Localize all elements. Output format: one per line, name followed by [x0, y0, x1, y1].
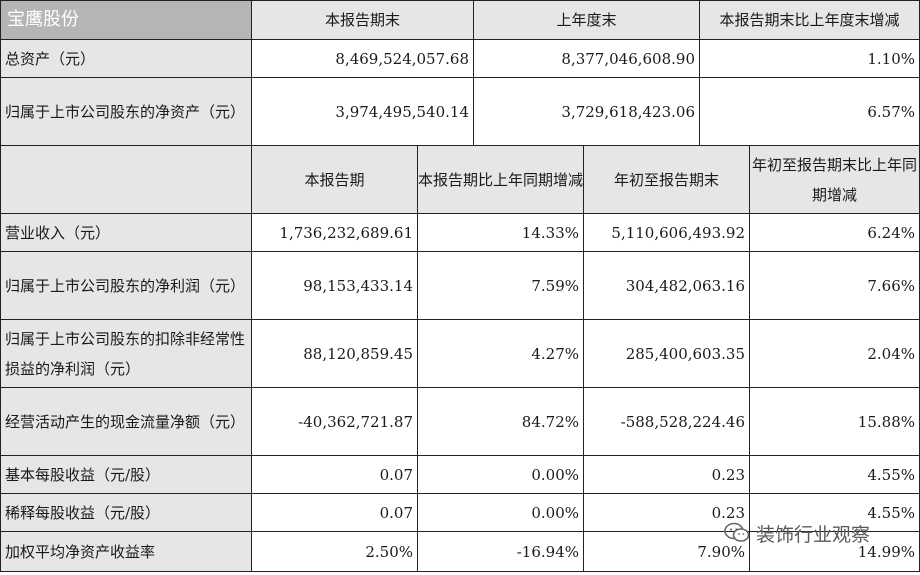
cell-ytd-change: 2.04%: [750, 320, 920, 388]
header-current-period-end: 本报告期末: [252, 0, 474, 40]
table-row: 归属于上市公司股东的扣除非经常性损益的净利润（元） 88,120,859.45 …: [0, 320, 920, 388]
table-row: 归属于上市公司股东的净资产（元） 3,974,495,540.14 3,729,…: [0, 78, 920, 146]
header-ytd: 年初至报告期末: [584, 146, 750, 214]
cell-period: -40,362,721.87: [252, 388, 418, 456]
cell-period: 2.50%: [252, 532, 418, 572]
cell-period-change: 0.00%: [418, 456, 584, 494]
cell-period: 88,120,859.45: [252, 320, 418, 388]
cell-period-change: 0.00%: [418, 494, 584, 532]
cell-ytd: 0.23: [584, 494, 750, 532]
row-label: 基本每股收益（元/股）: [0, 456, 252, 494]
row-label: 归属于上市公司股东的扣除非经常性损益的净利润（元）: [0, 320, 252, 388]
watermark-text: 装饰行业观察: [756, 523, 871, 546]
row-label: 归属于上市公司股东的净资产（元）: [0, 78, 252, 146]
header-row-2: 本报告期 本报告期比上年同期增减 年初至报告期末 年初至报告期末比上年同期增减: [0, 146, 920, 214]
brand-title: 宝鹰股份: [0, 0, 252, 40]
row-label: 经营活动产生的现金流量净额（元）: [0, 388, 252, 456]
cell-prior: 3,729,618,423.06: [474, 78, 700, 146]
cell-ytd-change: 7.66%: [750, 252, 920, 320]
wechat-icon: [724, 522, 750, 542]
row-label: 归属于上市公司股东的净利润（元）: [0, 252, 252, 320]
table-row: 基本每股收益（元/股） 0.07 0.00% 0.23 4.55%: [0, 456, 920, 494]
table-row: 归属于上市公司股东的净利润（元） 98,153,433.14 7.59% 304…: [0, 252, 920, 320]
row-label: 加权平均净资产收益率: [0, 532, 252, 572]
cell-period: 0.07: [252, 494, 418, 532]
cell-ytd: 7.90%: [584, 532, 750, 572]
cell-period: 1,736,232,689.61: [252, 214, 418, 252]
row-label: 总资产（元）: [0, 40, 252, 78]
header-prior-year-end: 上年度末: [474, 0, 700, 40]
cell-ytd-change: 6.24%: [750, 214, 920, 252]
row-label: 稀释每股收益（元/股）: [0, 494, 252, 532]
cell-period-change: 7.59%: [418, 252, 584, 320]
cell-ytd-change: 15.88%: [750, 388, 920, 456]
header-current-period: 本报告期: [252, 146, 418, 214]
table-row: 营业收入（元） 1,736,232,689.61 14.33% 5,110,60…: [0, 214, 920, 252]
header-ytd-change: 年初至报告期末比上年同期增减: [750, 146, 920, 214]
cell-period-change: 84.72%: [418, 388, 584, 456]
cell-period: 98,153,433.14: [252, 252, 418, 320]
cell-ytd: -588,528,224.46: [584, 388, 750, 456]
cell-period-change: 4.27%: [418, 320, 584, 388]
cell-ytd-change: 4.55%: [750, 456, 920, 494]
watermark: 装饰行业观察: [724, 518, 870, 548]
row-label: 营业收入（元）: [0, 214, 252, 252]
header-change: 本报告期末比上年度末增减: [700, 0, 920, 40]
header-row-1: 宝鹰股份 本报告期末 上年度末 本报告期末比上年度末增减: [0, 0, 920, 40]
header-empty: [0, 146, 252, 214]
cell-change: 6.57%: [700, 78, 920, 146]
cell-ytd: 0.23: [584, 456, 750, 494]
cell-ytd: 5,110,606,493.92: [584, 214, 750, 252]
cell-current: 8,469,524,057.68: [252, 40, 474, 78]
cell-change: 1.10%: [700, 40, 920, 78]
cell-prior: 8,377,046,608.90: [474, 40, 700, 78]
table-row: 总资产（元） 8,469,524,057.68 8,377,046,608.90…: [0, 40, 920, 78]
table-row: 经营活动产生的现金流量净额（元） -40,362,721.87 84.72% -…: [0, 388, 920, 456]
table-row: 加权平均净资产收益率 2.50% -16.94% 7.90% 14.99%: [0, 532, 920, 572]
table-row: 稀释每股收益（元/股） 0.07 0.00% 0.23 4.55%: [0, 494, 920, 532]
cell-ytd: 304,482,063.16: [584, 252, 750, 320]
cell-period-change: -16.94%: [418, 532, 584, 572]
header-period-change: 本报告期比上年同期增减: [418, 146, 584, 214]
cell-period: 0.07: [252, 456, 418, 494]
cell-ytd: 285,400,603.35: [584, 320, 750, 388]
cell-current: 3,974,495,540.14: [252, 78, 474, 146]
cell-period-change: 14.33%: [418, 214, 584, 252]
